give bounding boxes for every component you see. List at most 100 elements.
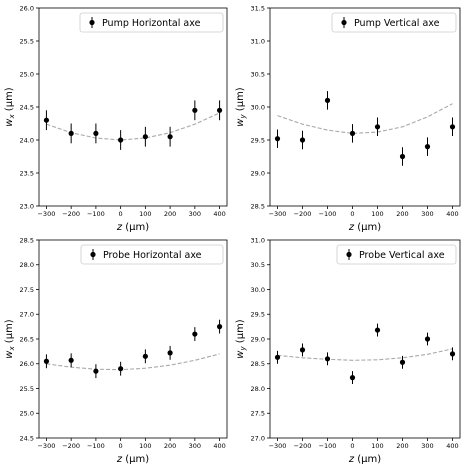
axes-frame [38,7,228,207]
data-point [399,153,406,160]
y-tick-label: 23.0 [20,202,34,210]
legend-box [336,244,457,265]
data-point [142,134,148,140]
data-point [216,324,223,330]
legend-marker [89,19,95,26]
x-tick-label: 200 [396,210,408,218]
x-axis-label: z (μm) [348,454,381,465]
data-point [374,327,381,333]
legend-box [331,12,457,33]
y-tick-label: 28.0 [251,385,265,393]
legend-marker [341,19,347,26]
y-tick-label: 28.5 [251,360,265,368]
y-tick-label: 25.5 [20,385,34,393]
panel-1: −300 −200 −100 0 100 200 300 400 23.0 23.5 24.0 24.… [4,4,228,233]
y-tick-label: 28.0 [20,261,34,269]
data-point [399,359,406,365]
x-tick-label: −200 [294,210,312,218]
x-tick-label: −300 [269,210,287,218]
x-tick-label: −300 [37,210,55,218]
data-point [68,357,74,363]
data-point [424,336,431,342]
x-tick-label: −100 [87,210,105,218]
x-tick-label: 200 [396,442,408,450]
data-point [374,124,381,130]
y-tick-label: 30.5 [251,261,265,269]
axes-frame [269,239,461,439]
x-tick-label: −300 [37,442,55,450]
x-tick-label: 0 [350,442,354,450]
x-tick-label: 300 [421,210,433,218]
y-tick-label: 27.5 [251,410,265,418]
y-tick-label: 27.5 [20,286,34,294]
y-tick-label: 28.5 [20,236,34,244]
data-point [43,117,50,123]
data-point [449,351,456,357]
y-tick-label: 26.0 [20,4,34,12]
data-point [449,124,456,130]
data-point [43,358,50,364]
legend-box [79,12,224,33]
fit-curve [46,112,220,141]
x-tick-label: −200 [294,442,312,450]
legend-label: Pump Vertical axe [354,18,440,29]
x-tick-label: 300 [189,210,201,218]
data-point [349,130,356,136]
y-tick-label: 31.5 [251,4,265,12]
legend: Pump Horizontal axe [79,12,224,33]
data-point [118,366,124,372]
x-tick-label: 100 [371,442,383,450]
legend-label: Pump Horizontal axe [102,18,201,29]
y-tick-label: 29.0 [251,335,265,343]
y-tick-label: 30.5 [251,70,265,78]
legend-box [80,244,224,265]
fit-curve [277,103,453,134]
panel-2: −300 −200 −100 0 100 200 300 400 28.5 29.0 29.5 30.… [235,4,461,233]
y-axis-label: wx (μm) [4,319,16,359]
legend: Probe Vertical axe [336,244,457,265]
y-tick-label: 27.0 [251,434,265,442]
data-point [68,130,74,136]
x-tick-label: −100 [87,442,105,450]
legend: Probe Horizontal axe [80,244,224,265]
data-point [274,136,281,142]
y-tick-label: 29.5 [251,136,265,144]
x-axis-label: z (μm) [348,222,381,233]
legend: Pump Vertical axe [331,12,457,33]
x-tick-label: −200 [62,210,80,218]
panel-3: −300 −200 −100 0 100 200 300 400 24.5 25.0 25.5 26.… [4,236,228,465]
x-tick-label: 200 [164,210,176,218]
data-point [216,107,223,113]
y-tick-label: 31.0 [251,37,265,45]
x-tick-label: −100 [319,210,337,218]
legend-label: Probe Horizontal axe [103,250,202,261]
x-tick-label: 400 [213,210,225,218]
x-tick-label: 100 [139,210,151,218]
y-tick-label: 25.0 [20,410,34,418]
x-tick-label: −200 [62,442,80,450]
y-axis-label: wy (μm) [235,87,247,127]
x-tick-label: 100 [139,442,151,450]
y-tick-label: 24.5 [20,434,34,442]
data-point [324,356,331,362]
axes-frame [269,7,461,207]
y-tick-label: 24.0 [20,136,34,144]
y-tick-label: 27.0 [20,311,34,319]
data-point [192,331,198,337]
x-tick-label: −100 [319,442,337,450]
data-point [349,375,356,381]
y-tick-label: 26.0 [20,360,34,368]
legend-marker [90,251,96,258]
x-tick-label: 0 [119,210,123,218]
x-tick-label: 400 [446,442,458,450]
y-tick-label: 25.0 [20,70,34,78]
data-point [118,137,124,143]
y-tick-label: 29.0 [251,169,265,177]
x-tick-label: −300 [269,442,287,450]
data-point [93,368,99,374]
y-tick-label: 28.5 [251,202,265,210]
x-axis-label: z (μm) [116,454,149,465]
data-point [142,353,148,359]
data-point [167,134,173,140]
